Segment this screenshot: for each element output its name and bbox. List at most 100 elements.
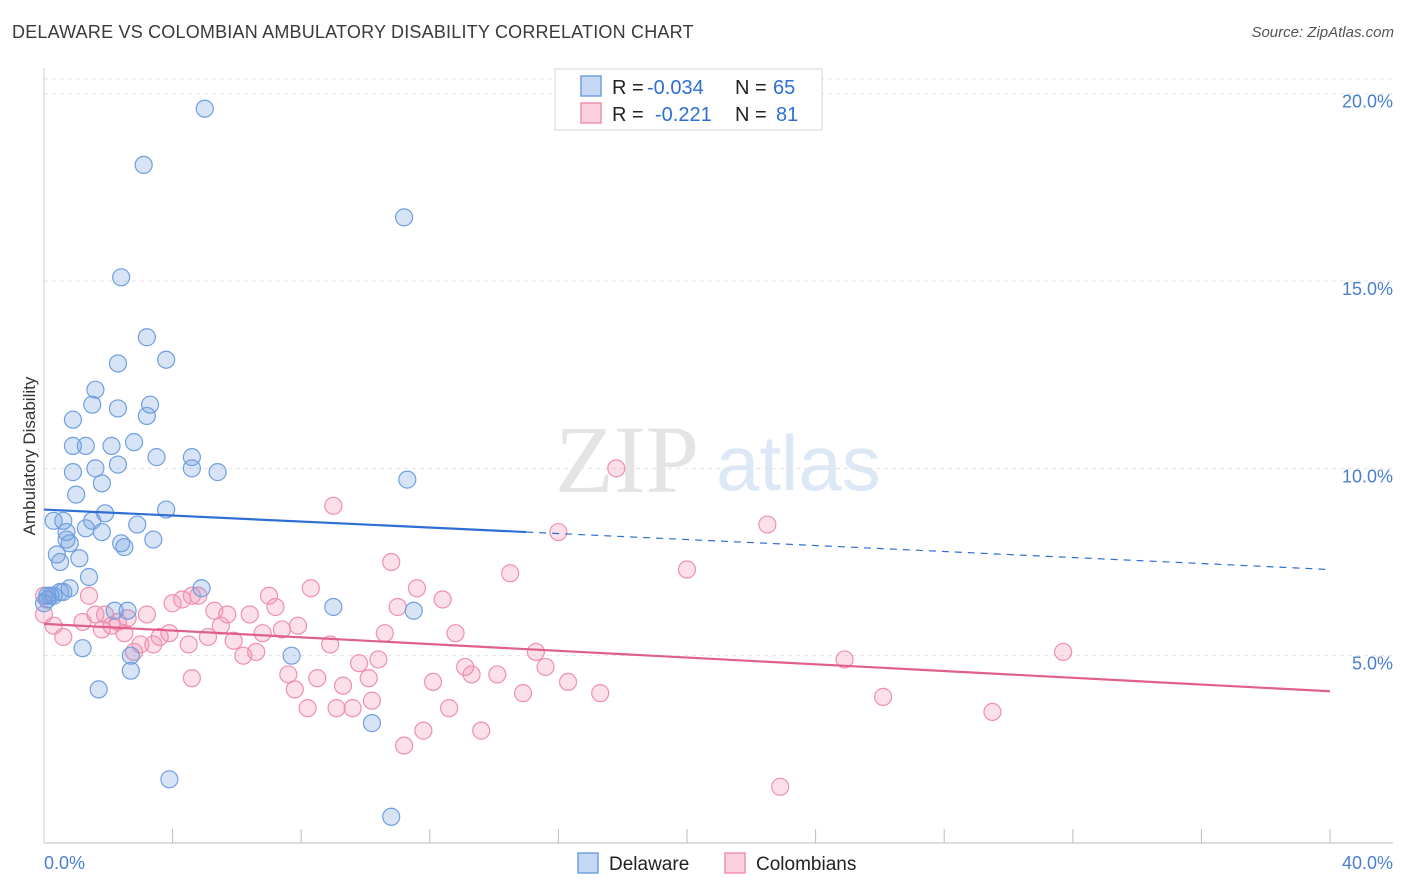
colombians-point <box>388 597 407 617</box>
legend-n-value-colombians: 81 <box>776 104 798 126</box>
delaware-point <box>50 552 70 572</box>
delaware-point <box>137 328 156 347</box>
delaware-point <box>60 534 79 553</box>
colombians-point <box>349 654 369 673</box>
colombians-point <box>160 624 179 643</box>
delaware-point <box>86 459 105 478</box>
colombians-point <box>259 586 279 605</box>
legend-n-value-delaware: 65 <box>773 77 795 99</box>
delaware-point <box>128 515 147 534</box>
delaware-point <box>112 268 131 287</box>
colombians-point <box>321 635 340 654</box>
colombians-point <box>298 699 317 718</box>
data-points <box>34 99 1073 826</box>
colombians-point <box>472 721 491 740</box>
colombians-point <box>79 586 99 605</box>
watermark-atlas: atlas <box>716 419 881 507</box>
colombians-point <box>407 579 427 598</box>
colombians-point <box>144 635 163 654</box>
colombians-point <box>301 579 320 598</box>
chart-title: DELAWARE VS COLOMBIAN AMBULATORY DISABIL… <box>12 22 694 42</box>
colombians-point <box>288 616 308 635</box>
colombians-point <box>324 496 343 515</box>
bottom-legend-swatch-colombians <box>724 852 746 874</box>
colombians-point <box>182 586 201 605</box>
delaware-point <box>282 646 301 665</box>
colombians-point <box>456 657 475 677</box>
delaware-point <box>57 522 76 542</box>
colombians-point <box>182 669 201 688</box>
colombians-point <box>308 669 327 688</box>
colombians-point <box>253 624 272 643</box>
colombians-point <box>591 684 610 703</box>
delaware-point <box>102 436 121 455</box>
colombians-point <box>86 605 105 624</box>
delaware-point <box>44 511 63 530</box>
delaware-point <box>83 395 102 414</box>
colombians-point <box>526 642 545 662</box>
delaware-point <box>160 770 179 789</box>
delaware-trend-line <box>43 508 527 534</box>
colombians-point <box>359 669 378 688</box>
legend-swatch-colombians <box>580 102 602 124</box>
bottom-legend-swatch-delaware <box>577 852 599 874</box>
legend-r-label-colombians: R = <box>612 104 644 126</box>
colombians-point <box>137 605 156 624</box>
delaware-point <box>324 597 343 617</box>
colombians-point <box>549 522 568 542</box>
colombians-point <box>536 657 555 677</box>
colombians-point <box>179 635 198 654</box>
delaware-point <box>79 567 99 587</box>
delaware-point <box>362 714 382 733</box>
delaware-point <box>92 522 111 542</box>
y-tick-label: 15.0% <box>1342 279 1393 299</box>
y-tick-label: 10.0% <box>1342 466 1393 486</box>
colombians-point <box>758 515 777 534</box>
colombians-point <box>423 672 443 692</box>
delaware-point <box>140 395 160 414</box>
legend-swatch-delaware <box>580 75 602 97</box>
delaware-point <box>134 155 153 175</box>
trend-lines <box>43 508 1331 693</box>
colombians-point <box>327 699 346 718</box>
colombians-point <box>54 627 73 647</box>
delaware-point <box>394 208 414 227</box>
delaware-point <box>108 399 128 418</box>
grid-lines <box>44 78 1393 657</box>
delaware-point <box>157 350 176 369</box>
chart-source: Source: ZipAtlas.com <box>1251 24 1394 41</box>
colombians-point <box>266 597 285 617</box>
delaware-point <box>105 601 124 620</box>
colombians-point <box>513 684 533 703</box>
legend-n-label-delaware: N = <box>735 77 767 99</box>
delaware-point <box>92 474 111 493</box>
delaware-point <box>108 354 128 373</box>
delaware-point <box>147 448 166 467</box>
colombians-point <box>462 665 481 684</box>
colombians-point <box>835 650 854 669</box>
delaware-point <box>70 549 89 568</box>
delaware-point <box>86 380 105 399</box>
x-tick-label-min: 0.0% <box>44 853 85 873</box>
delaware-point <box>157 500 176 519</box>
colombians-point <box>247 642 266 662</box>
y-tick-label: 5.0% <box>1352 654 1393 674</box>
delaware-point <box>38 586 57 605</box>
legend-r-value-delaware: -0.034 <box>647 77 704 99</box>
colombians-point <box>433 590 452 609</box>
bottom-legend-colombians: Colombians <box>756 854 856 875</box>
x-tick-label-max: 40.0% <box>1342 853 1393 873</box>
colombians-point <box>218 605 237 624</box>
delaware-point <box>195 99 214 118</box>
delaware-point <box>112 534 131 553</box>
legend-r-label-delaware: R = <box>612 77 644 99</box>
legend-n-label-colombians: N = <box>735 104 767 126</box>
colombians-point <box>414 721 433 740</box>
delaware-point <box>121 646 140 665</box>
axes: 5.0% 10.0% 15.0% 20.0% <box>43 68 1393 844</box>
colombians-point <box>343 699 362 718</box>
bottom-legend-delaware: Delaware <box>609 854 689 875</box>
colombians-point <box>677 560 697 579</box>
delaware-point <box>192 579 211 598</box>
delaware-point <box>76 519 95 538</box>
